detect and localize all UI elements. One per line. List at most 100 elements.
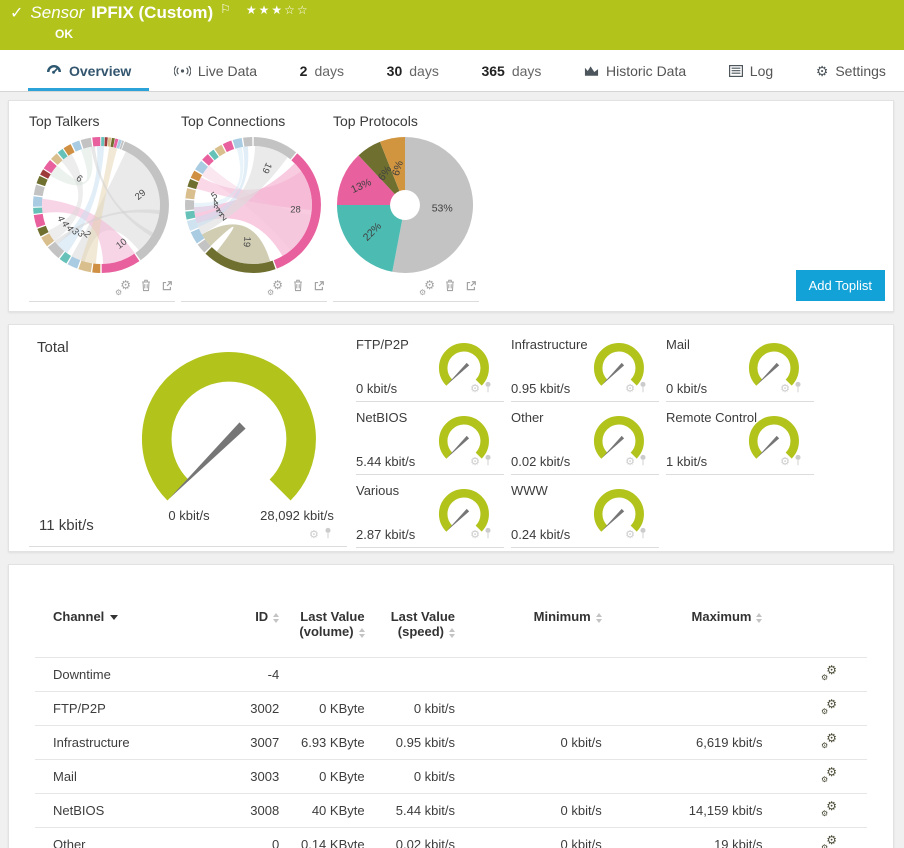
delete-toplist-icon[interactable] bbox=[292, 278, 304, 297]
gauge-settings-icon[interactable]: ⚙ bbox=[309, 528, 319, 541]
gauge-settings-icon[interactable]: ⚙ bbox=[625, 455, 635, 468]
tab-log[interactable]: Log bbox=[725, 50, 777, 91]
channel-name: Infrastructure bbox=[35, 725, 231, 760]
toplist-top-talkers: Top Talkers 6 29 10 2 3 3 4 4 4 ⚙ ⚙ bbox=[29, 113, 175, 302]
table-row: NetBIOS 3008 40 KByte 5.44 kbit/s 0 kbit/s 14… bbox=[35, 793, 867, 828]
channel-name: Mail bbox=[35, 759, 231, 794]
top-protocols-donut-chart[interactable]: 53%22%13%6%6% bbox=[335, 135, 475, 275]
gauge-settings-icon[interactable]: ⚙ bbox=[780, 455, 790, 468]
table-header-row: Channel ID Last Value (volume) Last Valu… bbox=[35, 565, 867, 658]
gauge-settings-icon[interactable]: ⚙ bbox=[470, 382, 480, 395]
gauge-settings-icon[interactable]: ⚙ bbox=[625, 528, 635, 541]
tab-2-days[interactable]: 2 days bbox=[299, 62, 345, 79]
pin-icon[interactable] bbox=[639, 526, 647, 544]
table-row: Other 0 0.14 KByte 0.02 kbit/s 0 kbit/s 19 kb… bbox=[35, 827, 867, 848]
channel-actions-cell: ⚙ ⚙ bbox=[766, 691, 867, 726]
channel-settings-icon[interactable]: ⚙ ⚙ bbox=[821, 731, 837, 750]
channel-settings-icon[interactable]: ⚙ ⚙ bbox=[821, 697, 837, 716]
sort-icon bbox=[756, 612, 763, 623]
channel-actions-cell: ⚙ ⚙ bbox=[766, 725, 867, 760]
pin-icon[interactable] bbox=[794, 380, 802, 398]
channel-id: 0 bbox=[230, 827, 284, 848]
channel-id: -4 bbox=[230, 657, 284, 692]
gauge-settings-icon[interactable]: ⚙ bbox=[625, 382, 635, 395]
toplist-settings-icon[interactable]: ⚙ ⚙ bbox=[419, 277, 435, 297]
svg-text:4: 4 bbox=[210, 197, 221, 209]
column-header-last-value-volume[interactable]: Last Value (volume) bbox=[299, 609, 365, 639]
gauge-settings-icon[interactable]: ⚙ bbox=[470, 528, 480, 541]
svg-text:2: 2 bbox=[218, 211, 229, 223]
delete-toplist-icon[interactable] bbox=[140, 278, 152, 297]
priority-stars[interactable]: ★★★☆☆ bbox=[245, 3, 310, 17]
channel-settings-icon[interactable]: ⚙ ⚙ bbox=[821, 765, 837, 784]
add-toplist-button[interactable]: Add Toplist bbox=[795, 270, 885, 301]
tab-live-data[interactable]: Live Data bbox=[170, 50, 261, 91]
column-header-channel[interactable]: Channel bbox=[35, 565, 231, 658]
channels-table: Channel ID Last Value (volume) Last Valu… bbox=[35, 565, 867, 848]
toplist-settings-icon[interactable]: ⚙ ⚙ bbox=[115, 277, 131, 297]
last-value-volume: 0 KByte bbox=[283, 691, 369, 726]
table-row: Downtime -4 ⚙ ⚙ bbox=[35, 657, 867, 692]
open-toplist-icon[interactable] bbox=[161, 279, 173, 297]
status-check-icon: ✓ bbox=[10, 5, 24, 22]
channel-settings-icon[interactable]: ⚙ ⚙ bbox=[821, 663, 837, 682]
gauge-channel-name: NetBIOS bbox=[356, 410, 408, 425]
toplist-settings-icon[interactable]: ⚙ ⚙ bbox=[267, 277, 283, 297]
pin-icon[interactable] bbox=[794, 453, 802, 471]
pin-icon[interactable] bbox=[639, 380, 647, 398]
tab-overview[interactable]: Overview bbox=[27, 50, 150, 91]
gauge-channel-name: Other bbox=[511, 410, 544, 425]
pin-icon[interactable] bbox=[324, 526, 332, 544]
column-header-last-value-speed[interactable]: Last Value (speed) bbox=[390, 609, 456, 639]
gauge-channel-name: Infrastructure bbox=[511, 337, 588, 352]
gauge-settings-icon[interactable]: ⚙ bbox=[470, 455, 480, 468]
svg-text:6%: 6% bbox=[390, 159, 406, 177]
last-value-volume: 0.14 KByte bbox=[283, 827, 369, 848]
table-row: Mail 3003 0 KByte 0 kbit/s ⚙ ⚙ bbox=[35, 759, 867, 794]
pin-icon[interactable] bbox=[639, 453, 647, 471]
channel-settings-icon[interactable]: ⚙ ⚙ bbox=[821, 799, 837, 818]
channel-name: FTP/P2P bbox=[35, 691, 231, 726]
tab-historic-data[interactable]: Historic Data bbox=[580, 50, 690, 91]
tab-365-days[interactable]: 365 days bbox=[481, 62, 542, 79]
column-header-id[interactable]: ID bbox=[231, 565, 283, 658]
table-row: FTP/P2P 3002 0 KByte 0 kbit/s ⚙ ⚙ bbox=[35, 691, 867, 726]
tab-30-days[interactable]: 30 days bbox=[386, 62, 439, 79]
open-toplist-icon[interactable] bbox=[313, 279, 325, 297]
flag-icon[interactable]: ⚐ bbox=[220, 2, 231, 16]
open-toplist-icon[interactable] bbox=[465, 279, 477, 297]
pin-icon[interactable] bbox=[484, 526, 492, 544]
channel-name: Downtime bbox=[35, 657, 231, 692]
last-value-speed: 0 kbit/s bbox=[368, 691, 460, 726]
delete-toplist-icon[interactable] bbox=[444, 278, 456, 297]
sort-icon bbox=[595, 612, 602, 623]
toplists-panel: Top Talkers 6 29 10 2 3 3 4 4 4 ⚙ ⚙ Top Connectio… bbox=[8, 100, 894, 312]
column-header-maximum[interactable]: Maximum bbox=[606, 565, 767, 658]
maximum-value: 19 kbit/s bbox=[605, 827, 767, 848]
column-header-actions bbox=[766, 565, 867, 658]
total-gauge-title: Total bbox=[37, 339, 69, 356]
sensor-type-label: Sensor bbox=[30, 3, 85, 22]
minimum-value: 0 kbit/s bbox=[459, 827, 606, 848]
channel-gauge-chart bbox=[593, 343, 644, 386]
gauge-channel-name: Remote Control bbox=[666, 410, 758, 425]
pin-icon[interactable] bbox=[484, 380, 492, 398]
channel-settings-icon[interactable]: ⚙ ⚙ bbox=[821, 833, 837, 848]
channel-id: 3003 bbox=[230, 759, 284, 794]
channel-gauge-chart bbox=[438, 343, 489, 386]
channel-gauge-chart bbox=[748, 343, 799, 386]
pin-icon[interactable] bbox=[484, 453, 492, 471]
column-header-minimum[interactable]: Minimum bbox=[459, 565, 606, 658]
minimum-value bbox=[459, 759, 606, 794]
svg-text:19: 19 bbox=[259, 161, 273, 175]
divider bbox=[29, 546, 347, 547]
tab-settings[interactable]: ⚙ Settings bbox=[815, 62, 886, 79]
gauge-settings-icon[interactable]: ⚙ bbox=[780, 382, 790, 395]
last-value-speed: 5.44 kbit/s bbox=[368, 793, 460, 828]
svg-text:3: 3 bbox=[215, 207, 226, 219]
channel-name: NetBIOS bbox=[35, 793, 231, 828]
toplist-title: Top Talkers bbox=[29, 113, 100, 129]
channels-table-panel: Channel ID Last Value (volume) Last Valu… bbox=[8, 564, 894, 848]
